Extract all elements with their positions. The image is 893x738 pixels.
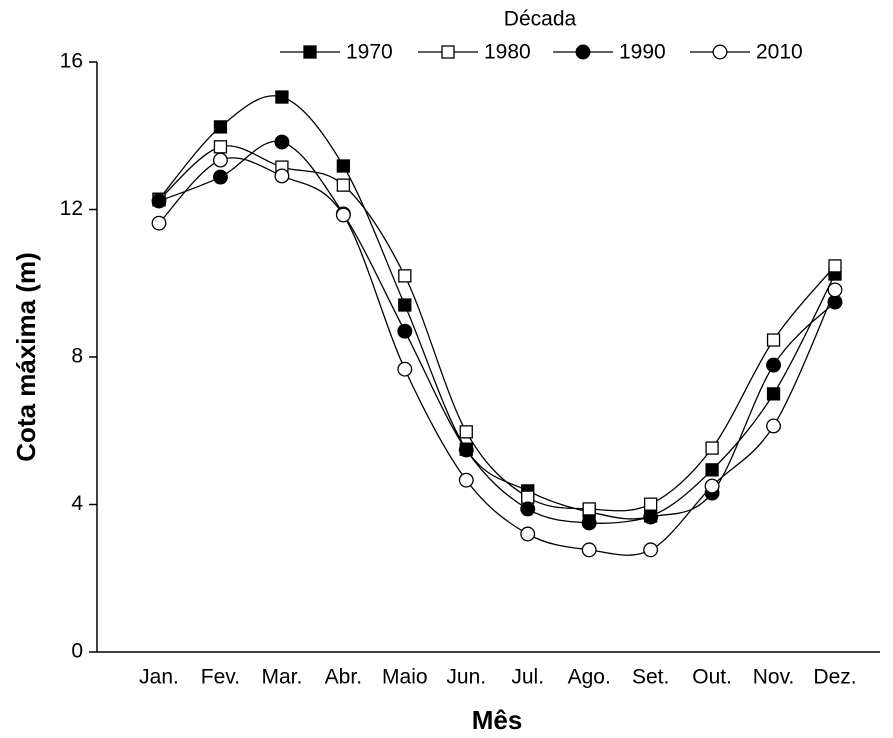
marker bbox=[397, 323, 413, 339]
marker bbox=[397, 361, 413, 377]
y-tick-label: 8 bbox=[71, 345, 83, 368]
marker bbox=[398, 269, 412, 283]
marker bbox=[705, 441, 719, 455]
x-tick-label: Ago. bbox=[568, 666, 611, 689]
series-line bbox=[158, 140, 836, 524]
marker bbox=[335, 207, 351, 223]
marker bbox=[303, 45, 317, 59]
marker bbox=[827, 282, 843, 298]
y-tick-label: 12 bbox=[60, 197, 83, 220]
legend-label: 1980 bbox=[484, 41, 531, 64]
marker bbox=[712, 44, 728, 60]
marker bbox=[275, 90, 289, 104]
x-tick-label: Mar. bbox=[261, 666, 302, 689]
marker bbox=[828, 259, 842, 273]
marker bbox=[521, 490, 535, 504]
marker bbox=[643, 497, 658, 511]
marker bbox=[705, 463, 719, 477]
marker bbox=[766, 357, 781, 373]
x-tick-label: Out. bbox=[692, 666, 732, 689]
y-axis-title: Cota máxima (m) bbox=[11, 252, 41, 462]
marker bbox=[458, 472, 474, 488]
series-line bbox=[158, 95, 836, 520]
marker bbox=[575, 44, 591, 60]
legend-title: Década bbox=[504, 8, 577, 31]
marker bbox=[458, 442, 474, 458]
x-tick-label: Dez. bbox=[813, 666, 856, 689]
y-tick-label: 4 bbox=[71, 492, 83, 515]
marker bbox=[398, 298, 412, 312]
marker bbox=[520, 526, 536, 542]
marker bbox=[766, 387, 781, 401]
marker bbox=[274, 168, 290, 184]
marker bbox=[336, 178, 351, 192]
marker bbox=[459, 425, 473, 439]
x-tick-label: Jan. bbox=[139, 666, 179, 689]
marker bbox=[643, 542, 659, 558]
marker bbox=[151, 215, 167, 231]
marker bbox=[766, 333, 781, 347]
marker bbox=[213, 152, 228, 168]
series-line bbox=[158, 145, 836, 512]
marker bbox=[581, 542, 597, 558]
marker bbox=[643, 509, 659, 525]
x-tick-label: Abr. bbox=[325, 666, 362, 689]
legend-label: 2010 bbox=[756, 41, 803, 64]
marker bbox=[704, 478, 720, 494]
marker bbox=[336, 159, 351, 173]
marker bbox=[520, 501, 536, 517]
marker bbox=[582, 502, 596, 516]
marker bbox=[581, 515, 597, 531]
marker bbox=[213, 140, 228, 154]
marker bbox=[766, 418, 781, 434]
x-tick-label: Nov. bbox=[753, 666, 795, 689]
series-line bbox=[158, 157, 836, 556]
legend-label: 1990 bbox=[619, 41, 666, 64]
x-tick-label: Jun. bbox=[446, 666, 486, 689]
marker bbox=[441, 45, 455, 59]
x-tick-label: Fev. bbox=[201, 666, 240, 689]
x-tick-label: Jul. bbox=[511, 666, 544, 689]
y-tick-label: 0 bbox=[71, 640, 83, 663]
marker bbox=[151, 193, 167, 209]
marker bbox=[213, 120, 228, 134]
marker bbox=[274, 134, 290, 150]
x-tick-label: Set. bbox=[632, 666, 669, 689]
x-axis-title: Mês bbox=[472, 705, 523, 735]
y-tick-label: 16 bbox=[60, 50, 83, 73]
marker bbox=[213, 169, 228, 185]
x-tick-label: Maio bbox=[382, 666, 428, 689]
legend-label: 1970 bbox=[346, 41, 393, 64]
